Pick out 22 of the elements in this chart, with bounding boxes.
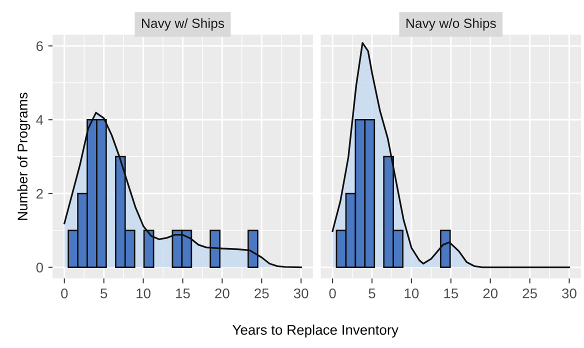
x-tick-label: 15 [444, 288, 458, 298]
x-tick-label: 15 [176, 288, 190, 298]
x-tick-label: 10 [404, 288, 419, 298]
x-tick-label: 20 [483, 288, 498, 298]
x-axis-title: Years to Replace Inventory [232, 324, 398, 338]
y-tick-label: 2 [36, 188, 43, 199]
x-tick-label: 0 [61, 288, 68, 298]
y-axis-title: Number of Programs [17, 92, 30, 220]
x-tick-label: 5 [100, 288, 108, 298]
x-tick-label: 20 [215, 288, 230, 298]
y-tick-label: 0 [36, 262, 43, 272]
x-tick-label: 30 [562, 288, 576, 298]
x-tick-label: 0 [329, 288, 336, 298]
chart-title: Navy w/ Ships [142, 18, 224, 31]
x-tick-label: 5 [368, 288, 376, 298]
x-tick-label: 25 [254, 288, 269, 298]
x-tick-label: 10 [136, 288, 150, 298]
chart-title: Navy w/o Ships [406, 18, 496, 31]
y-tick-label: 6 [36, 41, 43, 52]
x-tick-label: 30 [294, 288, 308, 298]
y-tick-label: 4 [36, 115, 44, 125]
x-tick-label: 25 [522, 288, 537, 298]
